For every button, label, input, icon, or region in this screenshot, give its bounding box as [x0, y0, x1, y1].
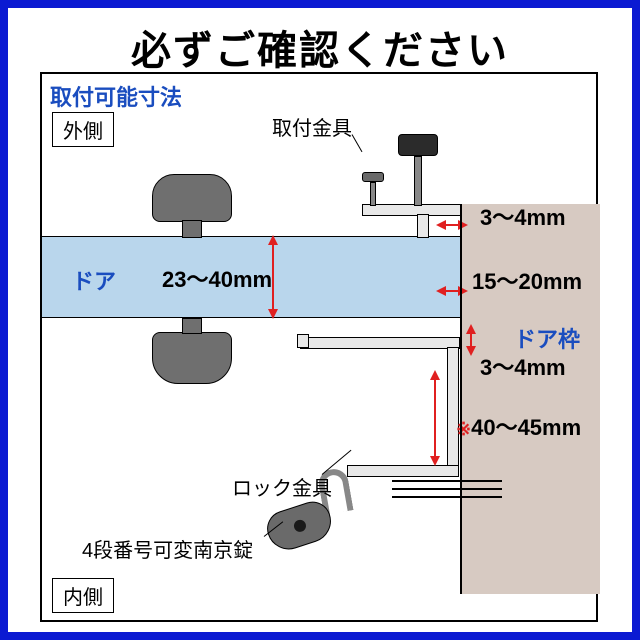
padlock-label: 4段番号可変南京錠	[82, 534, 253, 563]
lock-bracket-bot	[347, 465, 459, 477]
diagram-frame: 取付可能寸法 外側 内側 ドア ドア枠 23～40mm 3～4mm 15～20m…	[40, 72, 598, 622]
dim-botgap-ah-u	[466, 324, 476, 334]
dim-door-ah-down	[268, 309, 278, 319]
dim-lock-ah-u	[430, 370, 440, 380]
dim-lock-num: 40～45mm	[471, 415, 581, 440]
grate-1	[392, 480, 502, 482]
dim-framegap-ah-l	[436, 286, 446, 296]
dim-lock-ah-d	[430, 456, 440, 466]
inside-label: 内側	[52, 578, 114, 613]
screw-head-2	[362, 172, 384, 182]
screw-shaft-2	[370, 182, 376, 206]
lock-bracket-top	[300, 337, 460, 349]
lock-bracket-label: ロック金具	[232, 472, 332, 501]
subtitle: 取付可能寸法	[50, 80, 182, 112]
grate-3	[392, 496, 502, 498]
door-handle-neck-top	[182, 220, 202, 238]
door-handle-neck-bot	[182, 318, 202, 334]
mount-bracket-drop	[417, 214, 429, 238]
outside-label: 外側	[52, 112, 114, 147]
leader-mount	[352, 134, 363, 152]
main-title: 必ずご確認ください	[0, 18, 640, 76]
dim-door-ah-up	[268, 235, 278, 245]
door-handle-bottom	[152, 332, 232, 384]
dim-framegap-value: 15～20mm	[472, 264, 582, 296]
door-handle-top	[152, 174, 232, 222]
grate-2	[392, 488, 502, 490]
note-mark: ※	[456, 419, 471, 439]
dim-botgap-value: 3～4mm	[480, 350, 566, 382]
lock-bracket-lip	[297, 334, 309, 348]
dim-door-arrow	[272, 237, 274, 317]
dim-topgap-ah-l	[436, 220, 446, 230]
thumbscrew-shaft	[414, 156, 422, 206]
dim-lock-arrow	[434, 376, 436, 462]
dim-lock-value: ※40～45mm	[456, 410, 581, 442]
mount-bracket-label: 取付金具	[272, 112, 352, 141]
mount-bracket-top	[362, 204, 462, 216]
dim-botgap-ah-d	[466, 346, 476, 356]
door-frame-region	[460, 204, 600, 594]
door-label: ドア	[72, 264, 116, 296]
dim-topgap-value: 3～4mm	[480, 200, 566, 232]
dim-door-value: 23～40mm	[162, 262, 272, 294]
frame-edge	[460, 204, 462, 594]
thumbscrew-head	[398, 134, 438, 156]
